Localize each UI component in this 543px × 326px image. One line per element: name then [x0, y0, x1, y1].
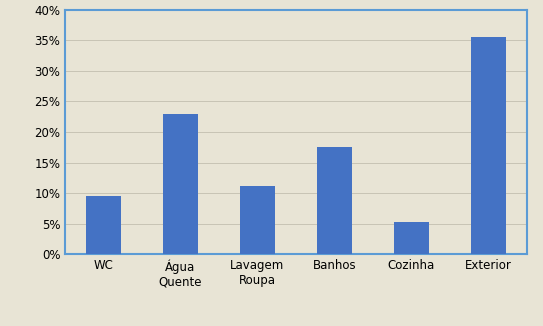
- Bar: [471, 37, 506, 254]
- Bar: [317, 147, 352, 254]
- Bar: [163, 114, 198, 254]
- Bar: [240, 186, 275, 254]
- Bar: [394, 222, 429, 254]
- Bar: [86, 196, 121, 254]
